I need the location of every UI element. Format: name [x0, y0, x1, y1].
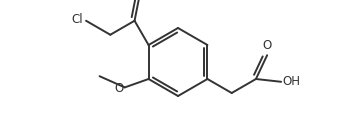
- Text: OH: OH: [282, 75, 300, 88]
- Text: O: O: [115, 82, 124, 95]
- Text: Cl: Cl: [72, 13, 83, 26]
- Text: O: O: [262, 39, 272, 52]
